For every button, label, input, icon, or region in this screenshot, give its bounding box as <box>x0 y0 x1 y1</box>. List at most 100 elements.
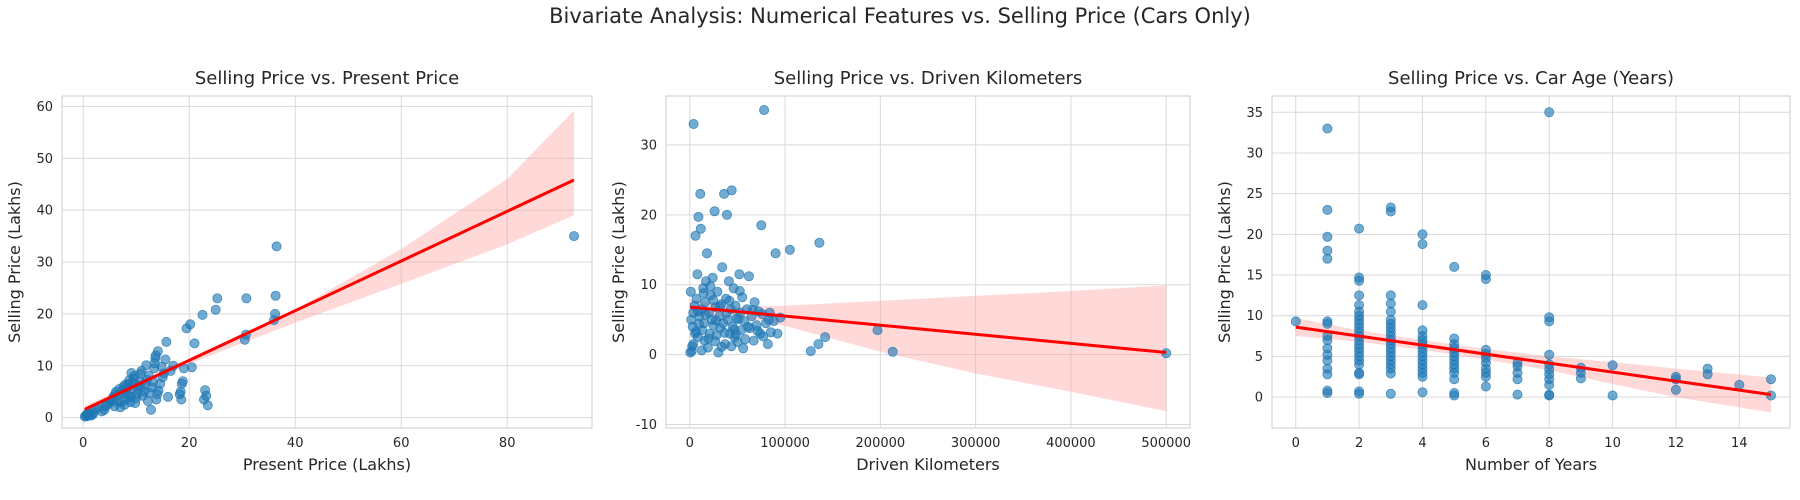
x-tick-label: 0 <box>686 436 694 451</box>
x-tick-label: 60 <box>393 436 410 451</box>
scatter-point <box>212 293 223 304</box>
scatter-point <box>722 209 733 220</box>
scatter-point <box>708 295 719 306</box>
scatter-point <box>733 313 744 324</box>
y-tick-label: 5 <box>1255 350 1263 365</box>
scatter-point <box>569 231 580 242</box>
regression-line <box>84 178 575 411</box>
scatter-point <box>763 314 774 325</box>
scatter-point <box>710 336 721 347</box>
scatter-point <box>124 391 135 402</box>
scatter-point <box>756 220 767 231</box>
scatter-point <box>1290 316 1301 327</box>
scatter-point <box>1322 231 1333 242</box>
scatter-point <box>141 360 152 371</box>
scatter-point <box>189 338 200 349</box>
y-tick-label: 0 <box>1255 391 1263 406</box>
scatter-point <box>185 319 196 330</box>
y-axis-label: Selling Price (Lakhs) <box>609 181 628 343</box>
scatter-point <box>762 339 773 350</box>
scatter-point <box>1449 333 1460 344</box>
scatter-point <box>241 293 252 304</box>
scatter-point <box>1480 269 1491 280</box>
scatter-point <box>186 362 197 373</box>
scatter-point <box>716 341 727 352</box>
scatter-point <box>698 288 709 299</box>
x-tick-label: 100000 <box>760 436 810 451</box>
scatter-point <box>1322 245 1333 256</box>
scatter-point <box>1544 389 1555 400</box>
scatter-point <box>161 336 172 347</box>
scatter-point <box>152 346 163 357</box>
scatter-point <box>758 331 769 342</box>
figure-title: Bivariate Analysis: Numerical Features v… <box>549 4 1251 28</box>
scatter-point <box>770 248 781 259</box>
x-tick-label: 80 <box>499 436 516 451</box>
scatter-point <box>1544 349 1555 360</box>
x-tick-label: 40 <box>287 436 304 451</box>
regression-line <box>690 305 1167 355</box>
scatter-point <box>202 400 213 411</box>
scatter-point <box>748 335 759 346</box>
panel-title: Selling Price vs. Driven Kilometers <box>774 68 1083 89</box>
scatter-point <box>820 332 831 343</box>
scatter-point <box>759 105 770 116</box>
scatter-point <box>688 339 699 350</box>
scatter-point <box>872 325 883 336</box>
scatter-point <box>1385 290 1396 301</box>
scatter-point <box>162 391 173 402</box>
scatter-point <box>1544 107 1555 118</box>
scatter-point <box>1354 290 1365 301</box>
y-tick-label: 50 <box>36 152 53 167</box>
scatter-point <box>726 185 737 196</box>
y-tick-label: 60 <box>36 100 53 115</box>
scatter-point <box>270 290 281 301</box>
scatter-point <box>712 286 723 297</box>
scatter-point <box>711 315 722 326</box>
x-tick-label: 14 <box>1731 436 1748 451</box>
scatter-point <box>743 271 754 282</box>
scatter-point <box>1417 239 1428 250</box>
scatter-point <box>1607 390 1618 401</box>
scatter-point <box>1417 229 1428 240</box>
scatter-point <box>160 354 171 365</box>
scatter-point <box>1417 300 1428 311</box>
scatter-point <box>142 395 153 406</box>
scatter-point <box>1322 316 1333 327</box>
scatter-point <box>197 309 208 320</box>
plot-area <box>665 95 1191 429</box>
y-axis-label: Selling Price (Lakhs) <box>1215 181 1234 343</box>
panel-title: Selling Price vs. Present Price <box>195 68 459 89</box>
x-tick-label: 0 <box>79 436 87 451</box>
scatter-point <box>177 376 188 387</box>
scatter-point <box>1354 223 1365 234</box>
scatter-point <box>734 269 745 280</box>
scatter-point <box>1766 374 1777 385</box>
scatter-point <box>709 206 720 217</box>
scatter-point <box>1544 312 1555 323</box>
x-tick-label: 400000 <box>1046 436 1096 451</box>
scatter-point <box>1607 360 1618 371</box>
scatter-point <box>695 223 706 234</box>
confidence-band <box>690 285 1167 412</box>
scatter-point <box>685 286 696 297</box>
scatter-point <box>719 327 730 338</box>
scatter-point <box>734 285 745 296</box>
scatter-point <box>201 390 212 401</box>
y-tick-label: 10 <box>640 278 657 293</box>
x-tick-label: 8 <box>1545 436 1553 451</box>
scatter-point <box>688 119 699 130</box>
y-tick-label: 25 <box>1246 187 1263 202</box>
scatter-point <box>1322 123 1333 134</box>
x-tick-label: 0 <box>1292 436 1300 451</box>
y-tick-label: 30 <box>1246 146 1263 161</box>
scatter-point <box>693 211 704 222</box>
x-tick-label: 20 <box>181 436 198 451</box>
scatter-point <box>271 241 282 252</box>
scatter-point <box>695 188 706 199</box>
y-tick-label: 0 <box>649 348 657 363</box>
scatter-point <box>814 237 825 248</box>
x-axis-label: Number of Years <box>1465 455 1597 474</box>
y-tick-label: 30 <box>640 138 657 153</box>
